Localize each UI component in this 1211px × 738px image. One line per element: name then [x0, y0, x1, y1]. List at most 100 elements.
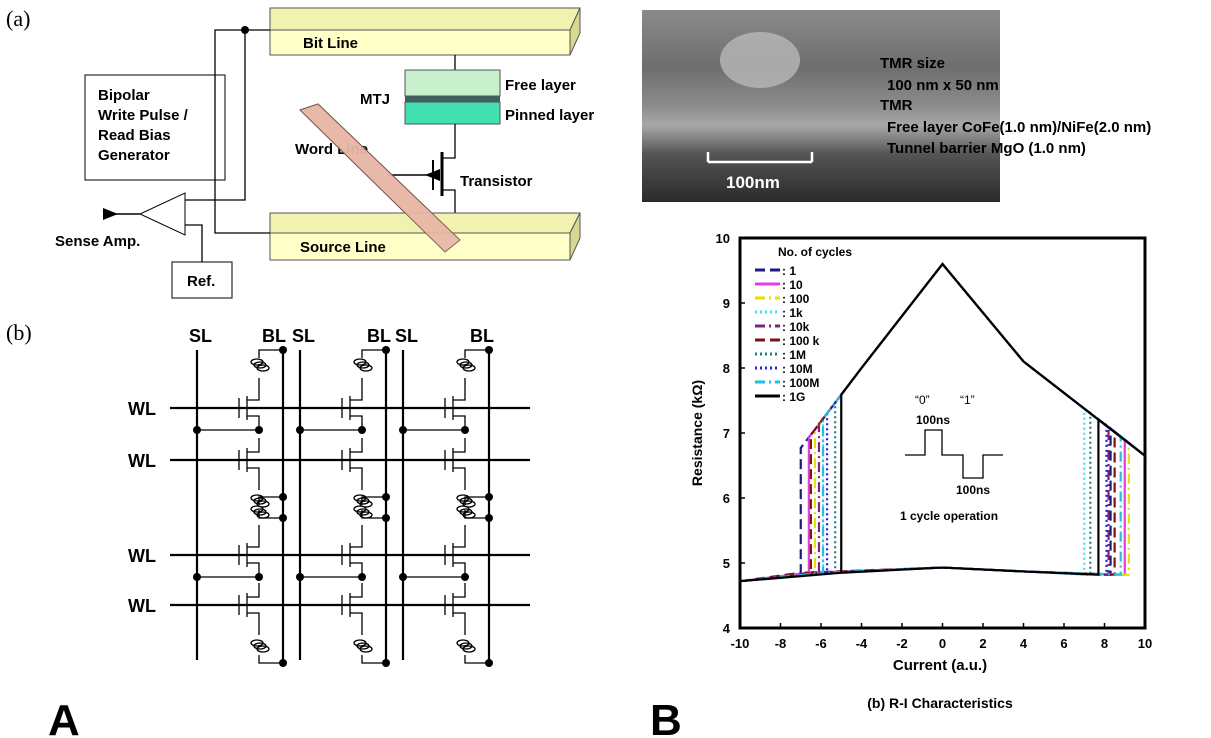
row-label: WL	[128, 596, 156, 616]
y-tick-label: 4	[723, 621, 731, 636]
y-tick-label: 8	[723, 361, 730, 376]
node	[358, 573, 366, 581]
wire	[350, 525, 363, 548]
wire	[442, 124, 456, 159]
sem-background	[642, 10, 1000, 202]
wire	[247, 525, 260, 548]
sem-note: Free layer CoFe(1.0 nm)/NiFe(2.0 nm)	[887, 119, 1151, 136]
pulse-diagram	[905, 429, 1003, 479]
column-label: SL	[189, 326, 212, 346]
mtj-coil	[256, 500, 270, 508]
generator-label: Generator	[98, 147, 170, 164]
node	[358, 426, 366, 434]
row-label: WL	[128, 399, 156, 419]
pinned-layer	[404, 101, 501, 125]
wire	[350, 583, 363, 598]
tunnel-barrier	[405, 96, 500, 102]
node	[461, 573, 469, 581]
wire	[453, 467, 466, 490]
mtj-coil	[359, 364, 373, 372]
node	[279, 493, 287, 501]
wire	[247, 378, 260, 401]
wire	[247, 467, 260, 490]
wire	[453, 525, 466, 548]
column-label: BL	[367, 326, 391, 346]
node	[193, 426, 201, 434]
mtj-coil	[359, 645, 373, 653]
generator-box	[84, 74, 226, 181]
wire	[185, 30, 246, 201]
wire	[350, 562, 363, 577]
x-tick-label: 0	[939, 636, 946, 651]
legend-label: : 10k	[782, 320, 810, 334]
mtj-coil	[359, 511, 373, 519]
x-tick-label: -6	[815, 636, 827, 651]
mtj-coil	[462, 364, 476, 372]
node	[461, 426, 469, 434]
legend-label: : 100M	[782, 376, 819, 390]
x-tick-label: -2	[896, 636, 908, 651]
y-tick-label: 7	[723, 426, 730, 441]
legend-label: : 10M	[782, 362, 813, 376]
wire	[350, 438, 363, 453]
generator-label: Bipolar	[98, 87, 150, 104]
word-line-front	[299, 103, 461, 253]
panel-a-label: (a)	[6, 6, 30, 31]
x-tick-label: -10	[731, 636, 750, 651]
x-tick-label: -8	[775, 636, 787, 651]
panel-label: A	[48, 696, 80, 738]
bit-line-side	[569, 7, 581, 56]
mtj-coil	[256, 645, 270, 653]
wire	[453, 415, 466, 430]
node	[279, 514, 287, 522]
mtj-coil	[256, 364, 270, 372]
mtj-coil	[359, 500, 373, 508]
wire	[453, 378, 466, 401]
wire	[247, 562, 260, 577]
row-label: WL	[128, 451, 156, 471]
chart-caption: (b) R-I Characteristics	[867, 695, 1013, 711]
annotation: 100ns	[956, 483, 990, 497]
ref-box	[171, 261, 233, 299]
legend-label: : 10	[782, 278, 803, 292]
generator-label: Write Pulse /	[98, 107, 189, 124]
pinned-layer-label: Pinned layer	[505, 107, 594, 124]
panel-label: B	[650, 696, 682, 738]
node	[399, 573, 407, 581]
wire	[247, 438, 260, 453]
legend-title: No. of cycles	[778, 245, 852, 259]
wire	[464, 655, 489, 664]
wire	[350, 415, 363, 430]
x-tick-label: 8	[1101, 636, 1108, 651]
wire	[258, 349, 283, 358]
node	[485, 346, 493, 354]
wire	[350, 467, 363, 490]
node	[485, 493, 493, 501]
wire	[361, 496, 386, 505]
node	[193, 573, 201, 581]
x-axis-label: Current (a.u.)	[893, 657, 987, 674]
bit-line-top	[269, 7, 581, 31]
node	[382, 514, 390, 522]
annotation: 100ns	[916, 413, 950, 427]
wire	[442, 189, 456, 215]
source-line-label: Source Line	[300, 239, 386, 256]
column-label: SL	[292, 326, 315, 346]
node	[255, 573, 263, 581]
annotation: “1”	[960, 393, 975, 407]
annotation: 1 cycle operation	[900, 509, 998, 523]
node	[399, 426, 407, 434]
legend-label: : 1	[782, 264, 796, 278]
mtj-coil	[462, 500, 476, 508]
series-line	[739, 262, 1146, 583]
wire	[464, 496, 489, 505]
scale-bar-label: 100nm	[726, 173, 780, 192]
panel-b-label: (b)	[6, 320, 32, 345]
node	[296, 573, 304, 581]
free-layer-label: Free layer	[505, 77, 576, 94]
wire	[247, 612, 260, 635]
bit-line	[269, 29, 571, 56]
x-tick-label: 10	[1138, 636, 1152, 651]
wire	[453, 612, 466, 635]
